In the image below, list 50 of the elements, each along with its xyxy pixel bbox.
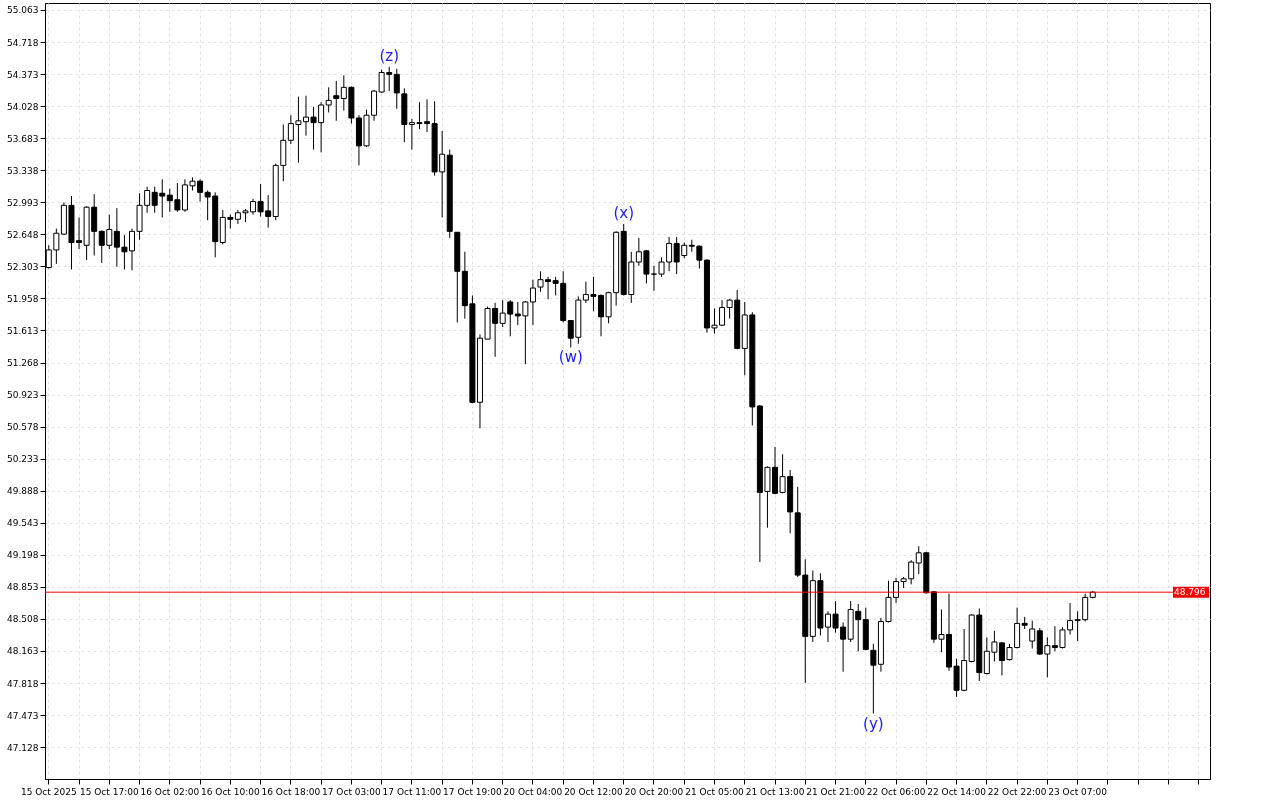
x-tick-label: 16 Oct 02:00 <box>140 786 200 797</box>
y-tick-label: 49.888 <box>7 486 39 497</box>
y-tick-label: 53.683 <box>7 133 39 144</box>
y-tick-label: 54.718 <box>7 37 39 48</box>
y-tick-label: 47.818 <box>7 678 39 689</box>
annotation: (x) <box>613 203 635 222</box>
y-tick-label: 47.128 <box>7 742 39 753</box>
x-tick-label: 20 Oct 12:00 <box>564 786 624 797</box>
x-tick-label: 17 Oct 19:00 <box>443 786 503 797</box>
y-tick-label: 52.648 <box>7 229 39 240</box>
annotation: (y) <box>863 714 884 733</box>
y-tick-label: 52.993 <box>7 197 39 208</box>
y-tick-label: 53.338 <box>7 165 39 176</box>
x-tick-label: 23 Oct 07:00 <box>1048 786 1108 797</box>
x-tick-label: 22 Oct 22:00 <box>987 786 1047 797</box>
x-tick-label: 21 Oct 13:00 <box>745 786 805 797</box>
x-tick-label: 21 Oct 21:00 <box>806 786 866 797</box>
y-tick-label: 50.233 <box>7 454 39 465</box>
x-tick-label: 17 Oct 11:00 <box>382 786 442 797</box>
y-tick-label: 48.853 <box>7 582 39 593</box>
x-tick-label: 17 Oct 03:00 <box>322 786 381 797</box>
y-tick-label: 51.613 <box>7 325 39 336</box>
y-tick-label: 55.063 <box>7 5 39 16</box>
x-tick-label: 22 Oct 14:00 <box>927 786 987 797</box>
y-tick-label: 48.163 <box>7 646 39 657</box>
y-tick-label: 52.303 <box>7 261 39 272</box>
x-tick-label: 22 Oct 06:00 <box>866 786 926 797</box>
y-tick-label: 50.578 <box>7 422 39 433</box>
x-tick-label: 16 Oct 18:00 <box>261 786 321 797</box>
x-tick-label: 20 Oct 04:00 <box>503 786 563 797</box>
x-tick-label: 15 Oct 2025 <box>20 786 77 797</box>
x-tick-label: 15 Oct 17:00 <box>79 786 139 797</box>
y-tick-label: 49.543 <box>7 518 39 529</box>
y-tick-label: 49.198 <box>7 550 39 561</box>
x-tick-label: 20 Oct 20:00 <box>624 786 684 797</box>
annotation: (z) <box>379 46 399 65</box>
candlestick <box>1029 620 1036 649</box>
y-tick-label: 48.508 <box>7 614 39 625</box>
candlestick <box>333 80 340 122</box>
y-tick-label: 51.958 <box>7 293 39 304</box>
x-tick-label: 16 Oct 10:00 <box>201 786 260 797</box>
ref-line-label: 48.796 <box>1174 587 1206 598</box>
y-tick-label: 54.373 <box>7 69 39 80</box>
y-tick-label: 51.268 <box>7 358 39 369</box>
candlestick <box>325 86 332 113</box>
annotation: (w) <box>558 348 583 367</box>
y-tick-label: 54.028 <box>7 101 39 112</box>
y-tick-label: 47.473 <box>7 710 39 721</box>
x-tick-label: 21 Oct 05:00 <box>685 786 745 797</box>
y-tick-label: 50.923 <box>7 390 39 401</box>
